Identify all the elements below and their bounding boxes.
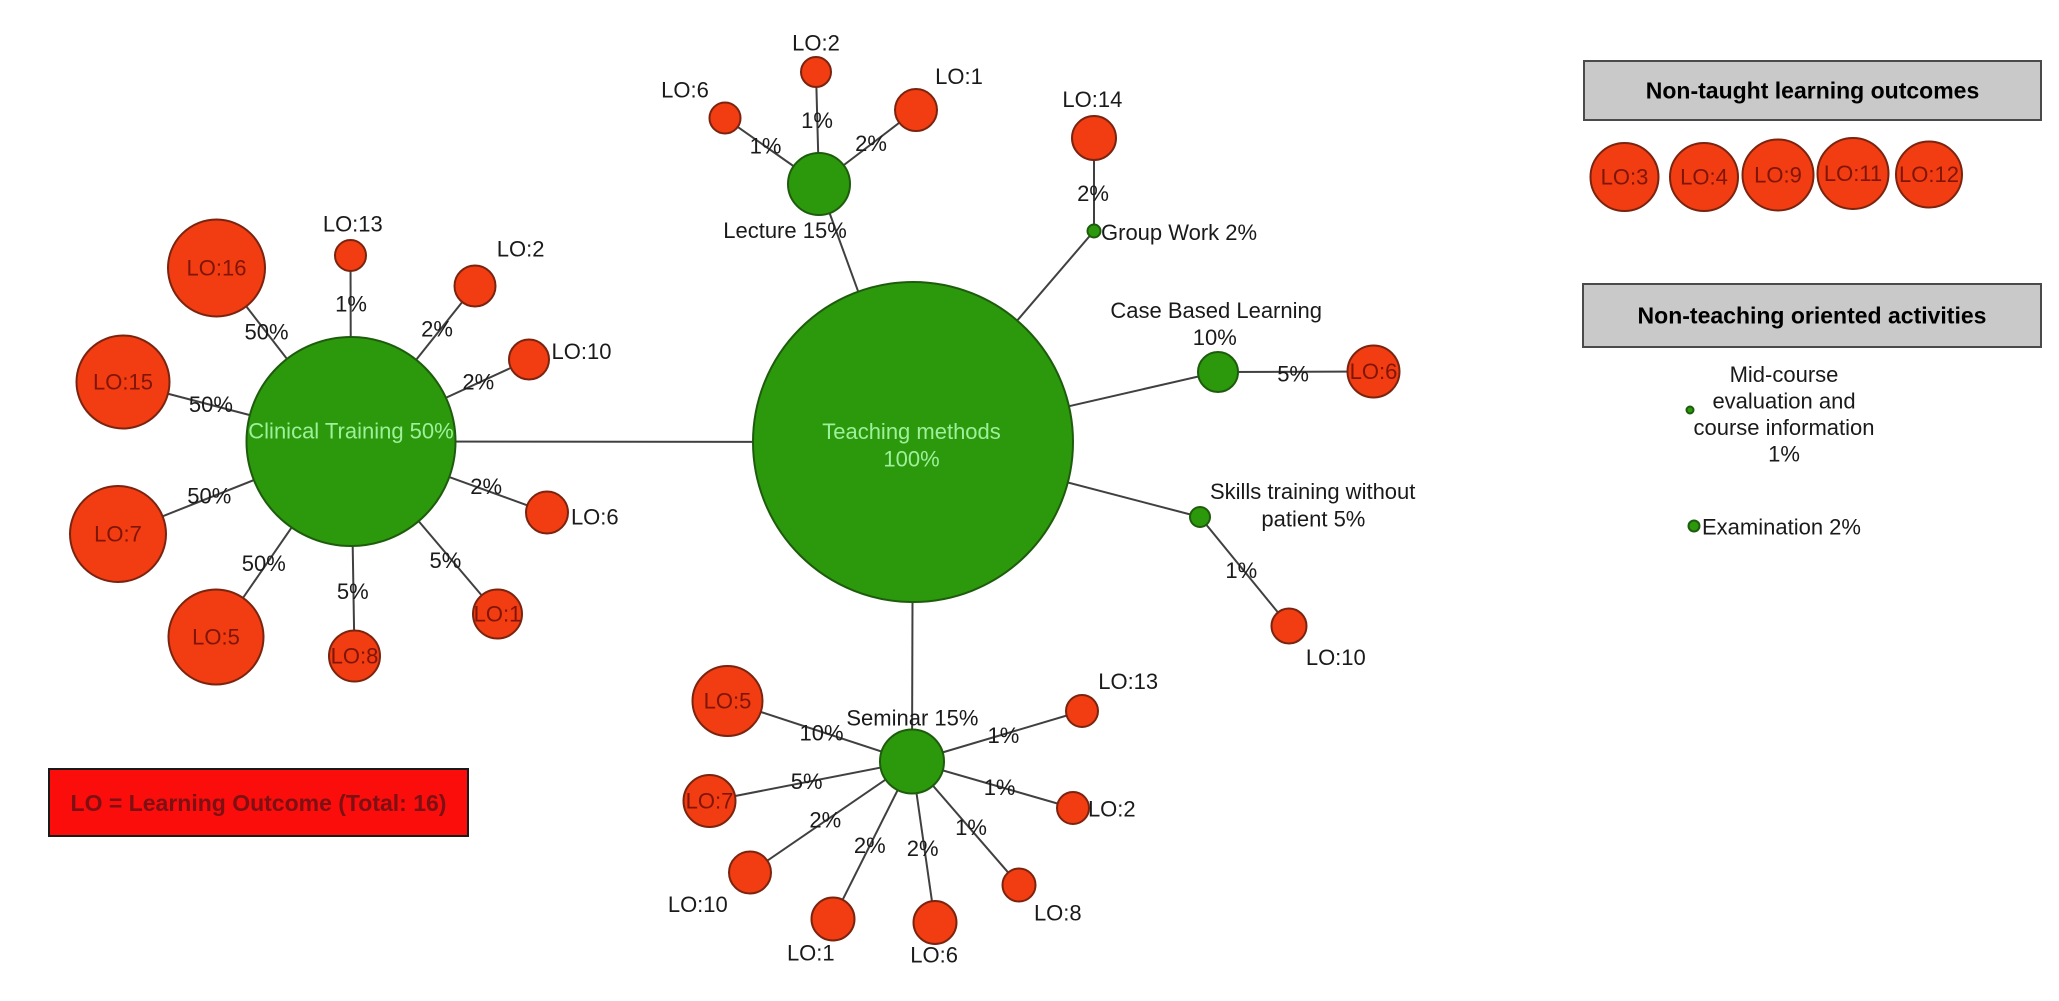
svg-text:2%: 2% [907, 836, 939, 861]
svg-text:LO:9: LO:9 [1754, 163, 1802, 188]
svg-text:LO:7: LO:7 [686, 789, 734, 814]
svg-text:LO:4: LO:4 [1680, 165, 1728, 190]
svg-text:Case Based Learning: Case Based Learning [1110, 298, 1322, 323]
svg-text:LO:8: LO:8 [331, 644, 379, 669]
svg-text:LO:11: LO:11 [1824, 161, 1882, 186]
svg-text:1%: 1% [801, 108, 833, 133]
svg-text:10%: 10% [1193, 325, 1237, 350]
svg-text:evaluation and: evaluation and [1712, 388, 1855, 413]
svg-text:Lecture 15%: Lecture 15% [723, 218, 847, 243]
svg-text:course information: course information [1694, 415, 1875, 440]
svg-text:2%: 2% [421, 317, 453, 342]
svg-text:LO:5: LO:5 [704, 689, 752, 714]
svg-text:100%: 100% [883, 447, 939, 472]
svg-text:Examination 2%: Examination 2% [1702, 515, 1861, 540]
svg-text:2%: 2% [462, 370, 494, 395]
svg-text:2%: 2% [855, 131, 887, 156]
svg-text:Group Work 2%: Group Work 2% [1101, 220, 1257, 245]
svg-text:50%: 50% [189, 392, 233, 417]
svg-text:1%: 1% [750, 134, 782, 159]
svg-text:LO:3: LO:3 [1601, 165, 1649, 190]
svg-text:LO:13: LO:13 [323, 212, 383, 237]
svg-text:LO:2: LO:2 [497, 237, 545, 262]
svg-text:LO:1: LO:1 [787, 940, 835, 965]
svg-text:2%: 2% [470, 474, 502, 499]
svg-text:patient 5%: patient 5% [1261, 506, 1365, 531]
svg-text:LO:5: LO:5 [192, 625, 240, 650]
svg-text:Clinical Training 50%: Clinical Training 50% [248, 419, 453, 444]
svg-text:50%: 50% [242, 551, 286, 576]
svg-text:2%: 2% [1077, 181, 1109, 206]
svg-text:LO:10: LO:10 [552, 339, 612, 364]
svg-text:1%: 1% [335, 292, 367, 317]
svg-text:1%: 1% [955, 815, 987, 840]
svg-text:LO:14: LO:14 [1062, 87, 1122, 112]
svg-text:LO:10: LO:10 [668, 892, 728, 917]
svg-text:LO:10: LO:10 [1306, 645, 1366, 670]
svg-text:5%: 5% [337, 579, 369, 604]
svg-text:LO:6: LO:6 [661, 78, 709, 103]
svg-text:LO:1: LO:1 [474, 602, 522, 627]
svg-text:Skills training without: Skills training without [1210, 479, 1415, 504]
svg-text:2%: 2% [809, 807, 841, 832]
svg-text:LO:1: LO:1 [935, 64, 983, 89]
svg-text:LO:16: LO:16 [187, 256, 247, 281]
svg-text:LO:2: LO:2 [1088, 797, 1136, 822]
svg-text:1%: 1% [984, 775, 1016, 800]
svg-text:LO:2: LO:2 [792, 30, 840, 55]
svg-text:50%: 50% [187, 484, 231, 509]
svg-text:LO:13: LO:13 [1098, 669, 1158, 694]
svg-text:Seminar 15%: Seminar 15% [846, 705, 978, 730]
svg-text:Non-teaching oriented activiti: Non-teaching oriented activities [1638, 303, 1987, 329]
svg-text:2%: 2% [854, 833, 886, 858]
svg-text:LO:8: LO:8 [1034, 901, 1082, 926]
svg-text:LO:6: LO:6 [1350, 359, 1398, 384]
svg-text:LO:6: LO:6 [910, 942, 958, 967]
svg-text:1%: 1% [988, 723, 1020, 748]
svg-text:Teaching methods: Teaching methods [822, 419, 1001, 444]
svg-text:5%: 5% [1277, 362, 1309, 387]
svg-text:50%: 50% [244, 320, 288, 345]
svg-text:LO:7: LO:7 [94, 522, 142, 547]
svg-text:1%: 1% [1768, 441, 1800, 466]
svg-text:5%: 5% [791, 769, 823, 794]
svg-text:1%: 1% [1225, 558, 1257, 583]
svg-text:LO = Learning Outcome (Total:: LO = Learning Outcome (Total: 16) [71, 790, 447, 816]
svg-text:Non-taught learning outcomes: Non-taught learning outcomes [1646, 78, 1980, 104]
svg-text:LO:6: LO:6 [571, 505, 619, 530]
svg-text:5%: 5% [430, 548, 462, 573]
svg-text:10%: 10% [799, 721, 843, 746]
svg-text:Mid-course: Mid-course [1730, 362, 1839, 387]
svg-text:LO:15: LO:15 [93, 370, 153, 395]
svg-text:LO:12: LO:12 [1899, 162, 1959, 187]
